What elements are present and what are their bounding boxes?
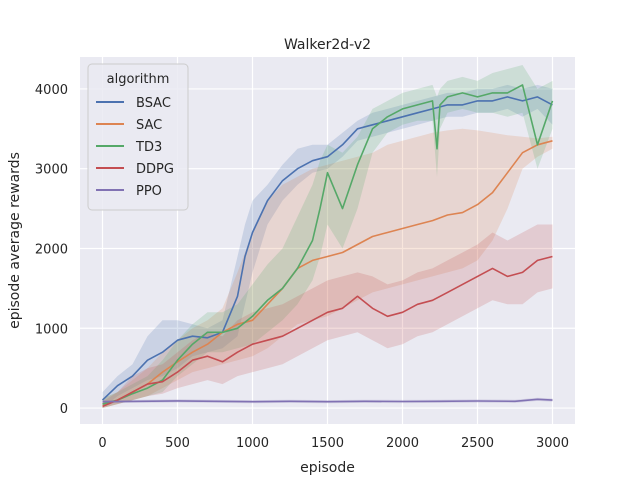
chart-title: Walker2d-v2 — [284, 37, 371, 53]
x-tick-label: 3000 — [536, 436, 569, 451]
grid — [80, 57, 575, 424]
y-tick-label: 1000 — [35, 322, 68, 337]
x-tick-label: 1500 — [311, 436, 344, 451]
legend-label-bsac: BSAC — [136, 96, 171, 111]
y-axis-label: episode average rewards — [7, 152, 23, 329]
y-tick-label: 2000 — [35, 242, 68, 257]
band-ddpg — [102, 224, 553, 408]
series-line-ddpg — [102, 255, 553, 408]
legend-title: algorithm — [107, 72, 170, 87]
x-axis-label: episode — [300, 460, 355, 476]
tick-labels: 0 500 1000 1500 2000 2500 3000 0 1000 2000 3000 400… — [35, 83, 569, 451]
legend-box — [87, 63, 189, 211]
x-tick-label: 500 — [165, 436, 190, 451]
legend-label-ppo: PPO — [136, 184, 162, 199]
x-tick-label: 1000 — [236, 436, 269, 451]
x-tick-label: 0 — [98, 436, 106, 451]
band-bsac — [102, 84, 553, 409]
series-line-ppo — [102, 398, 553, 403]
x-tick-label: 2500 — [461, 436, 494, 451]
y-tick-label: 3000 — [35, 163, 68, 178]
series-lines — [101, 84, 554, 408]
legend-label-td3: TD3 — [135, 140, 162, 155]
legend-label-sac: SAC — [136, 118, 162, 133]
series-line-bsac — [101, 96, 553, 401]
x-tick-label: 2000 — [386, 436, 419, 451]
legend-label-ddpg: DDPG — [136, 162, 174, 177]
y-tick-label: 4000 — [35, 83, 68, 98]
legend: algorithm BSAC SAC TD3 DDPG PPO — [87, 63, 189, 211]
series-line-sac — [102, 140, 553, 405]
band-td3 — [102, 65, 553, 408]
series-line-td3 — [102, 84, 554, 405]
y-tick-label: 0 — [60, 402, 68, 417]
